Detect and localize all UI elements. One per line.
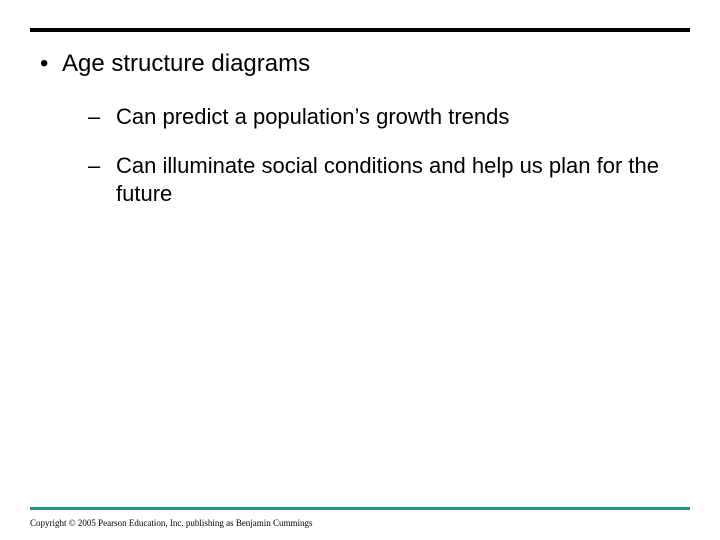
bullet-marker: • [40,50,62,79]
sub-bullet-text: Can illuminate social conditions and hel… [116,152,680,207]
bullet-sub: – Can predict a population’s growth tren… [88,103,680,131]
bullet-sub: – Can illuminate social conditions and h… [88,152,680,207]
top-divider [30,28,690,32]
copyright-text: Copyright © 2005 Pearson Education, Inc.… [30,518,313,528]
bottom-divider [30,507,690,510]
sub-bullet-marker: – [88,103,116,131]
bullet-main: • Age structure diagrams [40,50,680,79]
slide: • Age structure diagrams – Can predict a… [0,0,720,540]
sub-bullet-text: Can predict a population’s growth trends [116,103,509,131]
bullet-main-text: Age structure diagrams [62,50,310,78]
sub-bullet-marker: – [88,152,116,180]
slide-content: • Age structure diagrams – Can predict a… [40,50,680,229]
